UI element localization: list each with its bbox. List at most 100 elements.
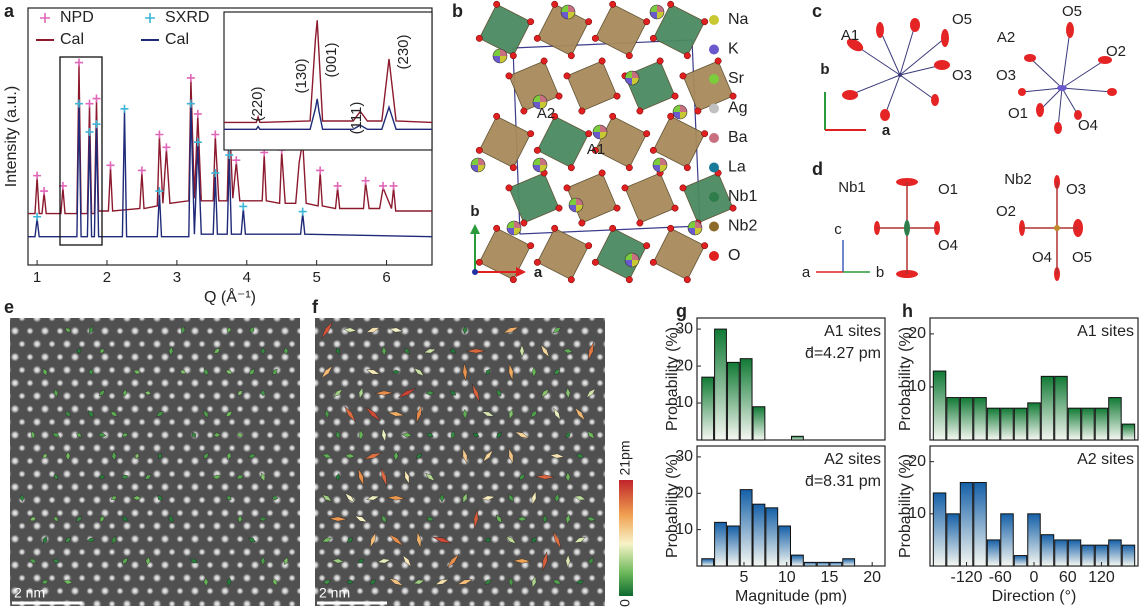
axis-label: a — [802, 264, 811, 281]
histogram-bar — [726, 361, 740, 441]
annotation: A2 sites — [824, 451, 881, 468]
axis-label: b — [470, 203, 479, 220]
arrow — [508, 447, 514, 465]
arrow — [226, 495, 232, 501]
arrow — [333, 388, 343, 398]
a-site-outline — [492, 48, 508, 64]
a-site-outline — [624, 70, 640, 86]
oxygen-atom — [643, 18, 651, 26]
oxygen-atom — [493, 224, 501, 232]
arrow — [97, 432, 107, 438]
arrow — [576, 579, 584, 585]
x-tick-label: 6 — [382, 269, 390, 286]
oxygen-atom — [567, 52, 575, 60]
arrow — [111, 451, 117, 461]
data-marker — [361, 176, 370, 185]
data-marker — [232, 156, 241, 165]
legend-label: NPD — [60, 9, 94, 26]
octahedron — [566, 60, 618, 112]
x-tick-label: 5 — [740, 569, 749, 586]
a-site-outline — [506, 220, 522, 236]
arrow — [180, 326, 186, 334]
legend-label: SXRD — [165, 9, 209, 26]
atom-label: O3 — [1066, 181, 1086, 198]
oxygen-atom — [679, 72, 687, 80]
a-site-outline — [687, 220, 703, 236]
x-tick-label: 10 — [778, 569, 796, 586]
data-marker — [75, 58, 84, 67]
panel-label: a — [4, 1, 15, 21]
x-axis-label: Direction (°) — [992, 588, 1077, 605]
data-marker — [186, 99, 195, 108]
arrow — [225, 410, 233, 418]
peak-label: (130) — [293, 58, 310, 93]
atom-label: A1 — [841, 27, 859, 44]
atom-label: Nb2 — [1004, 171, 1032, 188]
arrow — [392, 369, 400, 375]
histogram-bar — [1000, 513, 1014, 567]
data-marker — [379, 181, 388, 190]
atom-label: O5 — [1062, 3, 1082, 20]
x-tick-label: 15 — [821, 569, 839, 586]
oxygen-atom — [701, 18, 709, 26]
histogram-bar — [1000, 407, 1014, 441]
data-marker — [162, 143, 171, 152]
atom-label: O2 — [1106, 43, 1126, 60]
histogram-bar — [1027, 513, 1041, 567]
a-site-atom — [568, 5, 575, 12]
a-site-outline — [652, 157, 668, 173]
oxygen-atom — [551, 224, 559, 232]
oxygen-atom — [649, 34, 657, 42]
oxygen-atom — [598, 57, 606, 65]
histogram-bar — [842, 558, 856, 567]
arrow — [365, 407, 381, 421]
histogram-bar — [739, 358, 753, 441]
oxygen-atom — [683, 276, 691, 284]
arrow — [144, 390, 152, 396]
a-site-atom — [660, 165, 667, 172]
legend-swatch — [709, 192, 719, 202]
arrow — [542, 551, 548, 571]
arrow — [19, 494, 25, 502]
arrow — [86, 537, 96, 543]
arrow — [30, 430, 36, 440]
annotation: A1 sites — [824, 323, 881, 340]
arrow — [53, 388, 59, 398]
histogram-bar — [714, 521, 727, 567]
a-site-atom — [600, 132, 607, 139]
oxygen-atom — [679, 184, 687, 192]
scale-bar-label: 2 nm — [319, 585, 350, 601]
histogram-bar — [701, 376, 715, 441]
a-site-atom — [657, 5, 664, 12]
x-tick-label: 20 — [863, 569, 881, 586]
arrow — [212, 474, 222, 480]
oxygen-atom — [567, 276, 575, 284]
a-site-atom — [625, 78, 632, 85]
histogram-bar — [959, 482, 974, 567]
arrow — [496, 389, 502, 397]
legend-swatch — [709, 162, 719, 173]
arrow — [203, 452, 209, 460]
data-marker — [193, 109, 202, 118]
a-site-atom — [625, 260, 632, 267]
histogram-bar — [701, 558, 715, 567]
histogram-bar — [1054, 375, 1068, 441]
panel-label: h — [902, 301, 913, 321]
y-axis-label: Probability (%) — [664, 327, 681, 431]
peak-label: (111) — [348, 102, 365, 135]
arrow — [565, 553, 571, 569]
arrow — [226, 451, 232, 461]
displacement-arrows — [19, 321, 596, 589]
oxygen-atom — [551, 0, 559, 8]
arrow — [157, 452, 163, 460]
oxygen-atom — [671, 92, 679, 100]
arrow — [519, 344, 525, 358]
a-site-atom — [688, 221, 695, 228]
oxygen-atom — [555, 92, 563, 100]
atom-label: Nb1 — [838, 179, 866, 196]
arrow — [388, 577, 404, 587]
arrow — [540, 388, 550, 398]
oxygen-atom — [578, 219, 586, 227]
histogram-bar — [752, 406, 766, 441]
data-marker — [33, 171, 42, 180]
